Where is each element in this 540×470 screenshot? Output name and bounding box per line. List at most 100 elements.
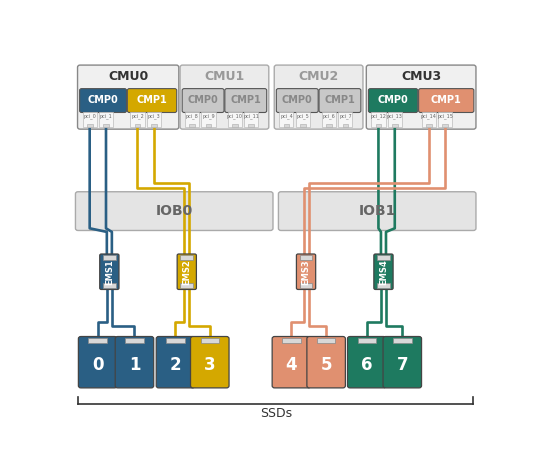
FancyBboxPatch shape	[127, 89, 177, 112]
Text: EMS1: EMS1	[105, 259, 114, 285]
Text: 0: 0	[92, 356, 103, 374]
Text: CMU2: CMU2	[299, 70, 339, 83]
Bar	[200, 338, 219, 343]
FancyBboxPatch shape	[100, 254, 119, 290]
Bar	[376, 124, 381, 127]
Text: pci_8: pci_8	[186, 114, 199, 119]
Text: CMP0: CMP0	[282, 95, 313, 105]
Text: 3: 3	[204, 356, 215, 374]
Bar	[282, 338, 301, 343]
Text: pci_6: pci_6	[323, 114, 335, 119]
Bar	[295, 112, 310, 127]
Bar	[190, 124, 195, 127]
Bar	[134, 124, 140, 127]
Text: pci_10: pci_10	[227, 114, 243, 119]
FancyBboxPatch shape	[225, 89, 267, 112]
FancyBboxPatch shape	[76, 192, 273, 230]
Bar	[103, 124, 109, 127]
Bar	[284, 124, 289, 127]
Bar	[180, 283, 193, 288]
Bar	[377, 256, 390, 260]
Text: 6: 6	[361, 356, 373, 374]
FancyBboxPatch shape	[383, 337, 422, 388]
FancyBboxPatch shape	[276, 89, 318, 112]
Bar	[393, 338, 411, 343]
Bar	[442, 124, 448, 127]
Text: CMP0: CMP0	[377, 95, 408, 105]
FancyBboxPatch shape	[78, 65, 179, 129]
FancyBboxPatch shape	[366, 65, 476, 129]
Bar	[125, 338, 144, 343]
Bar	[388, 112, 402, 127]
Bar	[201, 112, 215, 127]
Bar	[146, 112, 161, 127]
Text: 4: 4	[286, 356, 297, 374]
FancyBboxPatch shape	[182, 89, 224, 112]
Text: pci_13: pci_13	[387, 114, 403, 119]
Bar	[83, 112, 97, 127]
FancyBboxPatch shape	[180, 65, 269, 129]
Text: pci_7: pci_7	[339, 114, 352, 119]
Bar	[357, 338, 376, 343]
Text: pci_14: pci_14	[421, 114, 437, 119]
Text: EMS2: EMS2	[183, 259, 191, 285]
Text: CMP1: CMP1	[137, 95, 167, 105]
Text: CMU0: CMU0	[108, 70, 148, 83]
Text: 1: 1	[129, 356, 140, 374]
Text: CMU3: CMU3	[401, 70, 441, 83]
Bar	[279, 112, 294, 127]
FancyBboxPatch shape	[79, 89, 126, 112]
Bar	[151, 124, 157, 127]
Bar	[185, 112, 199, 127]
FancyBboxPatch shape	[374, 254, 393, 290]
FancyBboxPatch shape	[279, 192, 476, 230]
Text: 5: 5	[320, 356, 332, 374]
Text: IOB1: IOB1	[359, 204, 396, 218]
Text: pci_0: pci_0	[83, 114, 96, 119]
Bar	[300, 256, 312, 260]
Bar	[103, 256, 116, 260]
Bar	[426, 124, 431, 127]
Text: IOB0: IOB0	[156, 204, 193, 218]
Text: pci_11: pci_11	[244, 114, 259, 119]
Bar	[232, 124, 238, 127]
Text: pci_2: pci_2	[131, 114, 144, 119]
Bar	[438, 112, 452, 127]
FancyBboxPatch shape	[78, 337, 117, 388]
Text: 7: 7	[396, 356, 408, 374]
Text: CMP1: CMP1	[431, 95, 462, 105]
Bar	[372, 112, 386, 127]
Bar	[326, 124, 332, 127]
FancyBboxPatch shape	[296, 254, 316, 290]
Text: CMP0: CMP0	[87, 95, 118, 105]
FancyBboxPatch shape	[115, 337, 154, 388]
Bar	[103, 283, 116, 288]
Bar	[87, 124, 92, 127]
Text: EMS3: EMS3	[301, 259, 310, 284]
Bar	[392, 124, 397, 127]
Text: pci_12: pci_12	[370, 114, 387, 119]
Text: pci_3: pci_3	[147, 114, 160, 119]
Bar	[377, 283, 390, 288]
Text: pci_9: pci_9	[202, 114, 215, 119]
Text: pci_1: pci_1	[99, 114, 112, 119]
Text: pci_4: pci_4	[280, 114, 293, 119]
FancyBboxPatch shape	[418, 89, 474, 112]
Bar	[244, 112, 258, 127]
FancyBboxPatch shape	[191, 337, 229, 388]
Text: pci_15: pci_15	[437, 114, 453, 119]
Bar	[89, 338, 107, 343]
Text: pci_5: pci_5	[296, 114, 309, 119]
Bar	[322, 112, 336, 127]
Bar	[422, 112, 436, 127]
Bar	[206, 124, 211, 127]
Bar	[248, 124, 254, 127]
Bar	[99, 112, 113, 127]
Bar	[317, 338, 335, 343]
FancyBboxPatch shape	[177, 254, 197, 290]
Text: CMP1: CMP1	[231, 95, 261, 105]
Bar	[130, 112, 145, 127]
FancyBboxPatch shape	[274, 65, 363, 129]
FancyBboxPatch shape	[307, 337, 346, 388]
FancyBboxPatch shape	[272, 337, 310, 388]
